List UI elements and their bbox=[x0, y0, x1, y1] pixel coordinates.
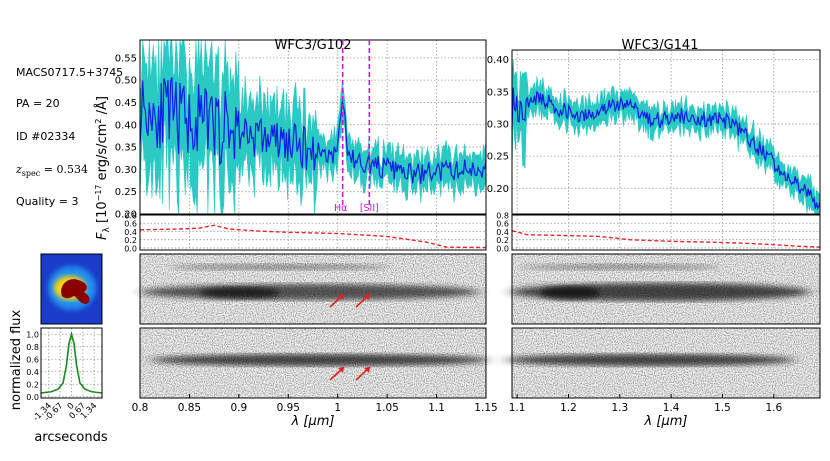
x-tick-label-5: 1.05 bbox=[375, 402, 398, 414]
contamination-line bbox=[511, 229, 821, 248]
line-label-0: Hα bbox=[334, 203, 347, 214]
y-tick-label-0: 0.0 bbox=[496, 244, 509, 253]
arrow-head-0 bbox=[338, 294, 344, 300]
g102-spectrum-panel: 0.20 0.25 0.30 0.35 0.40 0.45 0.50 0.55 Hα [SII] bbox=[115, 39, 487, 221]
y-tick-label-0: 0.20 bbox=[115, 210, 137, 221]
x-tick-label-2: 1.3 bbox=[611, 402, 628, 414]
x-tick-label-3: 1.4 bbox=[663, 402, 680, 414]
frame bbox=[139, 214, 487, 251]
quality-flag: Quality = 3 bbox=[16, 195, 79, 208]
y-tick-label-1: 0.2 bbox=[124, 236, 137, 245]
g102-x-axis-label: λ [µm] bbox=[291, 414, 335, 429]
g141-x-axis-label: λ [µm] bbox=[644, 414, 688, 429]
error-band bbox=[139, 39, 487, 215]
x-tick-label-2: 0.9 bbox=[231, 402, 248, 414]
y-tick-label-3: 0.6 bbox=[124, 220, 137, 229]
y-tick-label-2: 0.4 bbox=[496, 228, 509, 237]
profile-y-label: normalized flux bbox=[9, 309, 24, 410]
x-tick-label-4: 1.5 bbox=[714, 402, 731, 414]
flux-axis-label: Fλ [10−17 erg/s/cm2 /Å] bbox=[94, 96, 112, 240]
g141-contamination-panel: 0.00.20.40.60.8 bbox=[496, 212, 821, 253]
profile-x-tick-2: 0 bbox=[66, 401, 77, 412]
profile-y-tick-0: 0.0 bbox=[26, 393, 39, 402]
g141-x-axis: 1.1 1.2 1.3 1.4 1.5 1.6 bbox=[509, 394, 782, 414]
y-tick-label-4: 0.8 bbox=[124, 212, 137, 221]
y-tick-label-2: 0.4 bbox=[124, 228, 137, 237]
flux-line bbox=[511, 87, 821, 211]
redshift-symbol: z bbox=[16, 163, 22, 176]
frame bbox=[139, 39, 487, 215]
g141-2d-frame-bottom bbox=[511, 327, 821, 399]
g102-2d-frame-top bbox=[139, 253, 487, 325]
g102-x-axis: 0.8 0.85 0.9 0.95 1 1.05 1.1 1.15 bbox=[132, 394, 498, 414]
y-tick-label-3: 0.6 bbox=[496, 220, 509, 229]
g141-2d-spectrum-top bbox=[510, 254, 820, 324]
g141-2d-frame-top bbox=[511, 253, 821, 325]
frame bbox=[511, 214, 821, 251]
y-tick-label-2: 0.30 bbox=[115, 165, 137, 176]
y-tick-label-7: 0.55 bbox=[115, 53, 137, 64]
spatial-profile-panel: -1.34-0.67 00.671.340.00.20.40.60.81.0 bbox=[26, 327, 103, 424]
arrow-head-2 bbox=[338, 367, 344, 373]
x-tick-label-0: 0.8 bbox=[132, 402, 149, 414]
object-id: ID #02334 bbox=[16, 130, 76, 143]
line-label-1: [SII] bbox=[360, 203, 379, 214]
x-tick-label-6: 1.1 bbox=[428, 402, 445, 414]
y-tick-label-0: 0.0 bbox=[124, 244, 137, 253]
flux-line bbox=[139, 77, 487, 184]
profile-frame bbox=[40, 327, 103, 399]
position-angle: PA = 20 bbox=[16, 97, 60, 110]
x-tick-label-4: 1 bbox=[334, 402, 341, 414]
profile-y-tick-5: 1.0 bbox=[26, 330, 39, 339]
y-tick-label-1: 0.25 bbox=[487, 152, 509, 163]
x-tick-label-1: 1.2 bbox=[560, 402, 577, 414]
redshift: zspec = 0.534 bbox=[16, 163, 88, 178]
y-tick-label-2: 0.30 bbox=[487, 119, 509, 130]
arrow-head-1 bbox=[364, 294, 370, 300]
profile-y-tick-1: 0.2 bbox=[26, 380, 39, 389]
profile-y-tick-4: 0.8 bbox=[26, 343, 39, 352]
y-tick-label-3: 0.35 bbox=[115, 143, 137, 154]
line-arrows bbox=[329, 293, 371, 381]
g102-2d-frame-bottom bbox=[139, 327, 487, 399]
x-tick-label-5: 1.6 bbox=[765, 402, 782, 414]
g102-2d-spectrum-top bbox=[140, 254, 486, 324]
y-tick-label-4: 0.40 bbox=[115, 120, 137, 131]
x-tick-label-3: 0.95 bbox=[277, 402, 300, 414]
g141-spectrum-panel: 0.20 0.25 0.30 0.35 0.40 bbox=[487, 49, 821, 215]
g141-title: WFC3/G141 bbox=[622, 38, 699, 53]
y-tick-label-1: 0.25 bbox=[115, 187, 137, 198]
arrow-head-3 bbox=[364, 367, 370, 373]
frame bbox=[511, 49, 821, 215]
x-tick-label-0: 1.1 bbox=[509, 402, 526, 414]
object-name: MACS0717.5+3745 bbox=[16, 66, 124, 79]
x-tick-label-1: 0.85 bbox=[178, 402, 201, 414]
g141-2d-spectrum-bottom bbox=[505, 328, 820, 398]
y-tick-label-3: 0.35 bbox=[487, 87, 509, 98]
profile-line bbox=[40, 331, 103, 394]
profile-y-tick-2: 0.4 bbox=[26, 368, 39, 377]
g102-2d-spectrum-bottom bbox=[140, 328, 490, 398]
y-tick-label-0: 0.20 bbox=[487, 184, 509, 195]
y-tick-label-4: 0.8 bbox=[496, 212, 509, 221]
g102-title: WFC3/G102 bbox=[275, 38, 352, 53]
y-tick-label-4: 0.40 bbox=[487, 55, 509, 66]
profile-y-tick-3: 0.6 bbox=[26, 355, 39, 364]
x-tick-label-7: 1.15 bbox=[474, 402, 497, 414]
contamination-line bbox=[139, 224, 487, 249]
profile-x-label: arcseconds bbox=[34, 430, 108, 445]
galaxy-thumbnail bbox=[40, 253, 103, 325]
redshift-value: = 0.534 bbox=[40, 163, 88, 176]
y-tick-label-5: 0.45 bbox=[115, 98, 137, 109]
redshift-subscript: spec bbox=[21, 169, 41, 179]
y-tick-label-1: 0.2 bbox=[496, 236, 509, 245]
g102-contamination-panel: 0.00.20.40.60.8 bbox=[124, 212, 487, 253]
y-tick-label-6: 0.50 bbox=[115, 76, 137, 87]
